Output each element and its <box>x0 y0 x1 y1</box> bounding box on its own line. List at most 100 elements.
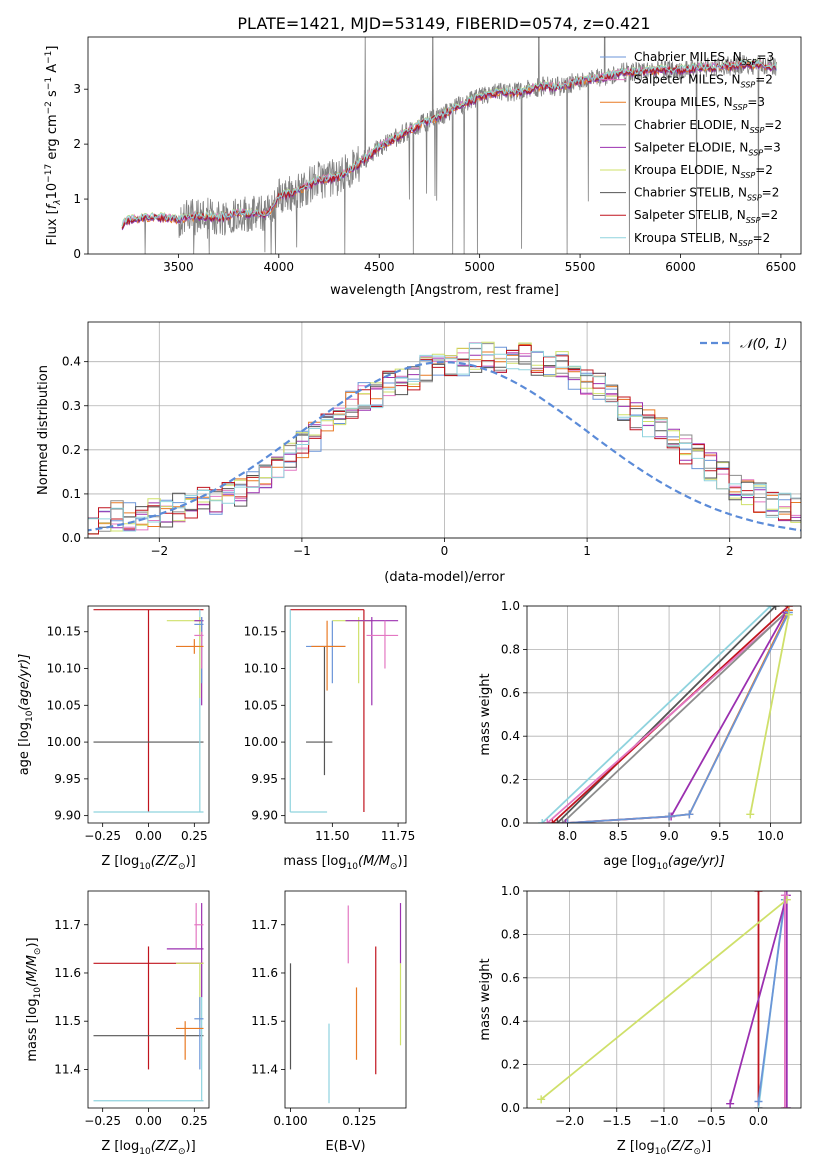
y-tick-label: 0 <box>73 247 81 261</box>
y-tick-label: 2 <box>73 137 81 151</box>
legend-label-salpeter_stelib: Salpeter STELIB, NSSP=2 <box>634 208 778 225</box>
residuals-ylabel: Normed distribution <box>36 365 51 495</box>
y-tick-label: 0.2 <box>501 773 520 787</box>
xlabel-sub: 10 <box>656 862 668 872</box>
x-tick-label: 8.5 <box>609 829 628 843</box>
ylabel-part: A <box>45 64 60 77</box>
x-tick-label: 9.0 <box>660 829 679 843</box>
legend-val: =3 <box>756 50 774 64</box>
ylabel-part: 10 <box>45 183 60 200</box>
legend-label-kroupa_stelib: Kroupa STELIB, NSSP=2 <box>634 231 770 248</box>
legend-val: =2 <box>755 163 773 177</box>
xlabel-text: Z [log <box>101 1139 139 1154</box>
legend-sub: SSP <box>742 58 757 67</box>
mass_vs_ebv-axes: 0.100 0.125 11.4 11.5 11.6 11.7 <box>251 918 376 1128</box>
legend-sub: SSP <box>746 216 761 225</box>
y-tick-label: 11.5 <box>251 1014 278 1028</box>
y-tick-label: 9.90 <box>251 809 278 823</box>
y-tick-label: 10.05 <box>47 698 81 712</box>
x-tick-label: 0.100 <box>273 1114 307 1128</box>
mass_weight_vs_Z-axes: −2.0 −1.5 −1.0 −0.5 0.0 0.0 0.2 0.4 0.6 0.8 1.0 <box>501 884 801 1128</box>
marker-salpeter_miles <box>543 819 552 823</box>
x-tick-label: 1 <box>583 544 591 558</box>
y-tick-label: 9.95 <box>54 772 81 786</box>
marker-salpeter_miles <box>780 1104 789 1108</box>
xlabel-end: )] <box>186 1139 196 1154</box>
legend-val: =2 <box>755 73 773 87</box>
mass_vs_ebv-xlabel: E(B-V) <box>325 1139 365 1154</box>
x-tick-label: 0.125 <box>342 1114 376 1128</box>
ylabel-part: λ <box>53 199 63 205</box>
legend-val: =3 <box>747 95 765 109</box>
series-line-kroupa_elodie <box>749 614 790 815</box>
x-tick-label: 0.00 <box>135 1114 162 1128</box>
figure-title: PLATE=1421, MJD=53149, FIBERID=0574, z=0… <box>237 14 650 33</box>
marker-kroupa_stelib <box>766 606 775 610</box>
y-tick-label: 10.10 <box>47 662 81 676</box>
marker-chabrier_miles <box>563 819 572 823</box>
model-spectrum-kroupa_stelib <box>121 58 777 227</box>
x-tick-label: −0.5 <box>697 1114 726 1128</box>
histogram-kroupa_stelib <box>88 342 801 532</box>
legend-val: =2 <box>753 231 771 245</box>
age_vs_mass-frame <box>284 605 407 824</box>
xlabel-sub: 10 <box>655 1147 667 1157</box>
y-tick-label: 9.95 <box>251 772 278 786</box>
x-tick-label: 11.50 <box>315 829 349 843</box>
legend-label-kroupa_miles: Kroupa MILES, NSSP=3 <box>634 95 765 112</box>
mass_vs_Z-frame <box>87 890 210 1109</box>
y-tick-label: 0.8 <box>501 927 520 941</box>
x-tick-label: −1 <box>293 544 311 558</box>
y-tick-label: 0.4 <box>62 355 81 369</box>
mass_vs_Z-plot <box>93 903 204 1102</box>
legend-text: Chabrier ELODIE, N <box>634 118 750 132</box>
x-tick-label: 5500 <box>565 260 596 274</box>
x-tick-label: −0.25 <box>84 1114 121 1128</box>
y-tick-label: 11.6 <box>54 966 81 980</box>
legend-sub: SSP <box>741 81 756 90</box>
y-tick-label: 10.15 <box>47 625 81 639</box>
y-tick-label: 11.7 <box>251 918 278 932</box>
mass_vs_ebv-plot <box>289 903 402 1104</box>
mass_weight_vs_age-axes: 8.0 8.5 9.0 9.5 10.0 0.0 0.2 0.4 0.6 0.8 1.0 <box>501 599 801 843</box>
xlabel-sub: 10 <box>139 1147 151 1157</box>
y-tick-label: 3 <box>73 82 81 96</box>
y-tick-label: 10.05 <box>244 698 278 712</box>
legend-label-salpeter_miles: Salpeter MILES, NSSP=2 <box>634 73 773 90</box>
y-tick-label: 11.6 <box>251 966 278 980</box>
legend-sub: SSP <box>747 194 762 203</box>
series-line-kroupa_elodie <box>540 899 788 1100</box>
age_vs_Z-xlabel: Z [log10(Z/Z⊙)] <box>101 854 195 872</box>
y-tick-label: 0.8 <box>501 642 520 656</box>
series-line-kroupa_stelib <box>541 606 772 823</box>
y-tick-label: 11.4 <box>54 1062 81 1076</box>
legend-label-normal: 𝒩(0, 1) <box>740 337 787 352</box>
y-tick-label: 0.0 <box>501 1101 520 1115</box>
age_vs_Z-plot <box>93 609 204 813</box>
legend-val: =2 <box>764 118 782 132</box>
series-line-chabrier_miles <box>757 899 786 1102</box>
legend-val: =2 <box>760 208 778 222</box>
y-tick-label: 10.00 <box>47 735 81 749</box>
x-tick-label: 0 <box>441 544 449 558</box>
mass_weight_vs_Z-ylabel: mass weight <box>478 958 493 1040</box>
x-tick-label: 0.0 <box>749 1114 768 1128</box>
xlabel-rest: (Z/Z <box>666 1139 694 1154</box>
x-tick-label: −0.25 <box>84 829 121 843</box>
x-tick-label: 4000 <box>264 260 295 274</box>
ylabel-part: ] <box>45 46 60 51</box>
legend-label-chabrier_elodie: Chabrier ELODIE, NSSP=2 <box>634 118 782 135</box>
marker-salpeter_miles <box>780 891 789 900</box>
spectrum-ylabel: Flux [fλ10−17 erg cm−2 s−1 A−1] <box>44 46 63 246</box>
mass_weight_vs_Z-plot <box>537 891 791 1108</box>
x-tick-label: 6000 <box>665 260 696 274</box>
legend-sub: SSP <box>750 126 765 135</box>
x-tick-label: −1.5 <box>602 1114 631 1128</box>
marker-chabrier_stelib <box>553 819 562 823</box>
mass_weight_vs_Z-frame <box>526 890 802 1109</box>
y-tick-label: 10.10 <box>244 662 278 676</box>
xlabel-sun: ⊙ <box>390 862 398 872</box>
y-tick-label: 11.7 <box>54 918 81 932</box>
